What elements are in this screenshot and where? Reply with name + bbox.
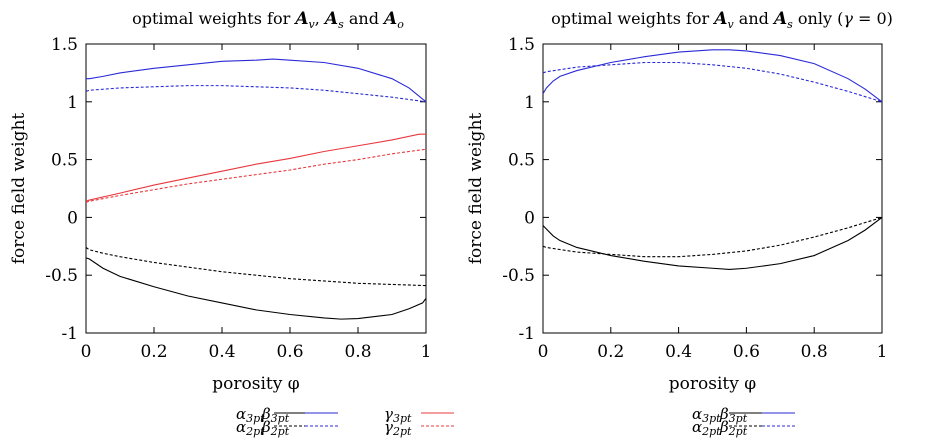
y-axis-label: force field weight [9, 113, 29, 265]
y-tick-label: 0 [67, 208, 78, 228]
x-tick-label: 0.6 [276, 342, 303, 362]
legend-subscript: 2pt [245, 425, 265, 438]
plot-frame [542, 43, 883, 334]
legend-label-α3pt: α3pt [692, 405, 721, 425]
y-tick-label: -0.5 [45, 266, 78, 286]
legend-symbol: α [692, 405, 702, 423]
series-line-γ3pt [85, 133, 426, 202]
x-tick-label: 0.8 [801, 342, 828, 362]
y-tick-label: 0 [524, 208, 535, 228]
legend-subscript: 3pt [246, 412, 265, 425]
series-line-β3pt [542, 49, 883, 103]
title-part: v [309, 18, 316, 31]
title-part: s [787, 18, 793, 31]
title-part: A [712, 9, 727, 29]
legend-subscript: 2pt [392, 425, 412, 438]
x-tick-label: 0 [81, 342, 92, 362]
title-part: v [727, 18, 734, 31]
legend-label-β3pt: β3pt [261, 405, 290, 425]
title-part: optimal weights for [132, 9, 295, 28]
title-part: = 0) [853, 9, 893, 28]
legend-symbol: β [719, 405, 729, 423]
chart-panel-1: optimal weights for Av, As and Ao -1 -0.5 0… [9, 9, 454, 438]
x-tick-label: 0 [538, 342, 549, 362]
y-tick-label: -1 [61, 324, 78, 344]
title-part: A [293, 9, 308, 29]
title-part: and [344, 9, 384, 28]
y-axis-label: force field weight [466, 113, 486, 265]
title-part: A [382, 9, 397, 29]
chart-title: optimal weights for Av and As only (γ = … [551, 9, 893, 31]
series-line-α2pt [542, 216, 883, 258]
plot-frame [85, 43, 427, 334]
title-part: s [338, 18, 344, 31]
y-tick-label: 1.5 [51, 35, 78, 55]
x-tick-label: 0.2 [597, 342, 624, 362]
title-part: γ [843, 9, 853, 28]
title-part: A [323, 9, 338, 29]
legend-symbol: γ [384, 418, 393, 436]
series-line-γ2pt [85, 148, 427, 203]
y-tick-label: 1 [524, 93, 535, 113]
legend-label-α3pt: α3pt [236, 405, 265, 425]
series-line-α3pt [85, 257, 427, 320]
legend-subscript: 2pt [701, 425, 721, 438]
series-line-β3pt [86, 58, 427, 103]
legend-symbol: α [236, 418, 246, 436]
legend-label-γ2pt: γ2pt [384, 418, 412, 438]
chart-panel-2: optimal weights for Av and As only (γ = … [466, 9, 893, 438]
x-tick-label: 1 [421, 342, 432, 362]
series-line-α3pt [542, 216, 883, 270]
series-line-β2pt [85, 85, 427, 103]
legend-label-β3pt: β3pt [719, 405, 748, 425]
legend-label-α2pt: α2pt [692, 418, 721, 438]
legend-symbol: α [236, 405, 246, 423]
y-tick-label: 1 [67, 93, 78, 113]
x-tick-label: 0.2 [140, 342, 167, 362]
y-tick-label: 1.5 [508, 35, 535, 55]
x-tick-label: 1 [877, 342, 888, 362]
title-part: optimal weights for [551, 9, 714, 28]
legend-label-β2pt: β2pt [719, 418, 748, 438]
x-tick-label: 0.6 [733, 342, 760, 362]
legend-subscript: 3pt [729, 412, 748, 425]
legend-subscript: 2pt [728, 425, 748, 438]
x-axis-label: porosity φ [669, 374, 756, 394]
legend-symbol: β [261, 405, 271, 423]
legend-label-β2pt: β2pt [261, 418, 290, 438]
legend-symbol: β [261, 418, 271, 436]
legend-symbol: α [692, 418, 702, 436]
y-tick-label: 0.5 [51, 151, 78, 171]
y-tick-label: -1 [518, 324, 535, 344]
y-tick-label: 0.5 [508, 151, 535, 171]
legend-label-γ3pt: γ3pt [384, 405, 412, 425]
title-part: and [734, 9, 774, 28]
title-part: o [397, 18, 404, 31]
chart-title: optimal weights for Av, As and Ao [132, 9, 404, 31]
x-tick-label: 0.4 [208, 342, 235, 362]
title-part: A [772, 9, 787, 29]
series-line-β2pt [542, 61, 883, 103]
x-tick-label: 0.8 [344, 342, 371, 362]
legend-subscript: 3pt [702, 412, 721, 425]
legend-label-α2pt: α2pt [236, 418, 265, 438]
title-part: , [315, 9, 325, 28]
legend-symbol: β [719, 418, 729, 436]
legend-subscript: 3pt [393, 412, 412, 425]
y-tick-label: -0.5 [502, 266, 535, 286]
x-tick-label: 0.4 [665, 342, 692, 362]
title-part: only ( [793, 9, 844, 28]
x-axis-label: porosity φ [212, 374, 299, 394]
legend-symbol: γ [384, 405, 393, 423]
legend-subscript: 2pt [270, 425, 290, 438]
series-line-α2pt [85, 247, 427, 287]
legend-subscript: 3pt [271, 412, 290, 425]
